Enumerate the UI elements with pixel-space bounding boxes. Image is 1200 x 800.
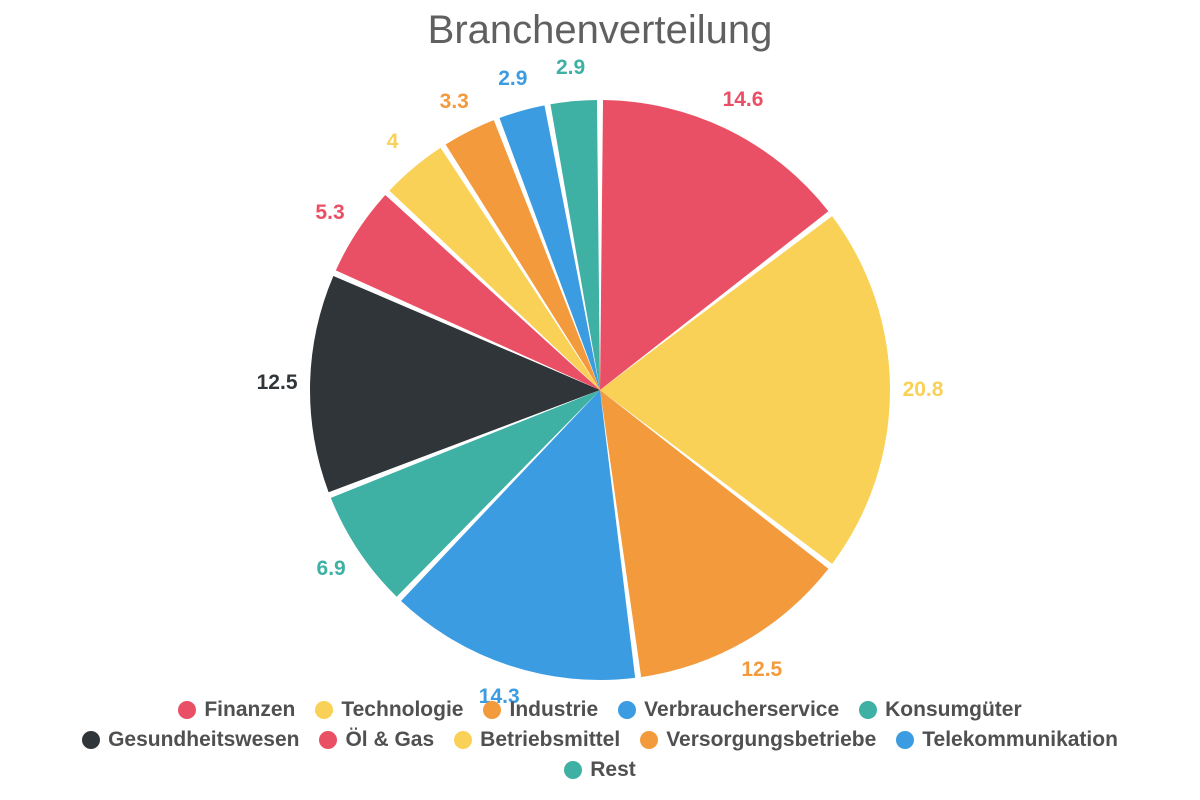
legend-label: Versorgungsbetriebe bbox=[666, 728, 876, 752]
legend-swatch bbox=[178, 701, 196, 719]
pie-holder: 14.620.812.514.36.912.55.343.32.92.9 bbox=[0, 0, 1200, 800]
legend-label: Industrie bbox=[509, 698, 598, 722]
legend-swatch bbox=[564, 761, 582, 779]
legend-swatch bbox=[315, 701, 333, 719]
slice-value-label: 2.9 bbox=[498, 67, 527, 91]
legend-label: Finanzen bbox=[204, 698, 295, 722]
legend-label: Technologie bbox=[341, 698, 463, 722]
legend-label: Konsumgüter bbox=[885, 698, 1022, 722]
legend-label: Gesundheitswesen bbox=[108, 728, 299, 752]
legend-item[interactable]: Finanzen bbox=[178, 698, 295, 722]
legend-item[interactable]: Öl & Gas bbox=[319, 728, 434, 752]
legend-swatch bbox=[454, 731, 472, 749]
chart-legend: Finanzen Technologie Industrie Verbrauchers… bbox=[0, 698, 1200, 782]
pie-chart: Branchenverteilung 14.620.812.514.36.912… bbox=[0, 0, 1200, 800]
slice-value-label: 2.9 bbox=[556, 56, 585, 80]
legend-swatch bbox=[82, 731, 100, 749]
legend-swatch bbox=[483, 701, 501, 719]
legend-label: Betriebsmittel bbox=[480, 728, 620, 752]
slice-value-label: 4 bbox=[387, 130, 399, 154]
slice-value-label: 3.3 bbox=[440, 90, 469, 114]
legend-label: Rest bbox=[590, 758, 636, 782]
legend-item[interactable]: Gesundheitswesen bbox=[82, 728, 299, 752]
legend-item[interactable]: Industrie bbox=[483, 698, 598, 722]
legend-label: Verbraucherservice bbox=[644, 698, 839, 722]
legend-item[interactable]: Verbraucherservice bbox=[618, 698, 839, 722]
legend-label: Öl & Gas bbox=[345, 728, 434, 752]
legend-item[interactable]: Versorgungsbetriebe bbox=[640, 728, 876, 752]
legend-swatch bbox=[618, 701, 636, 719]
legend-item[interactable]: Betriebsmittel bbox=[454, 728, 620, 752]
legend-swatch bbox=[859, 701, 877, 719]
legend-label: Telekommunikation bbox=[922, 728, 1118, 752]
legend-item[interactable]: Rest bbox=[564, 758, 636, 782]
legend-item[interactable]: Telekommunikation bbox=[896, 728, 1118, 752]
slice-value-label: 12.5 bbox=[741, 658, 782, 682]
slice-value-label: 12.5 bbox=[257, 371, 298, 395]
legend-swatch bbox=[640, 731, 658, 749]
slice-value-label: 20.8 bbox=[903, 378, 944, 402]
legend-item[interactable]: Technologie bbox=[315, 698, 463, 722]
slice-value-label: 14.6 bbox=[723, 88, 764, 112]
slice-value-label: 5.3 bbox=[315, 201, 344, 225]
pie-svg bbox=[0, 0, 1200, 800]
slice-value-label: 6.9 bbox=[317, 557, 346, 581]
legend-swatch bbox=[319, 731, 337, 749]
legend-item[interactable]: Konsumgüter bbox=[859, 698, 1022, 722]
legend-swatch bbox=[896, 731, 914, 749]
